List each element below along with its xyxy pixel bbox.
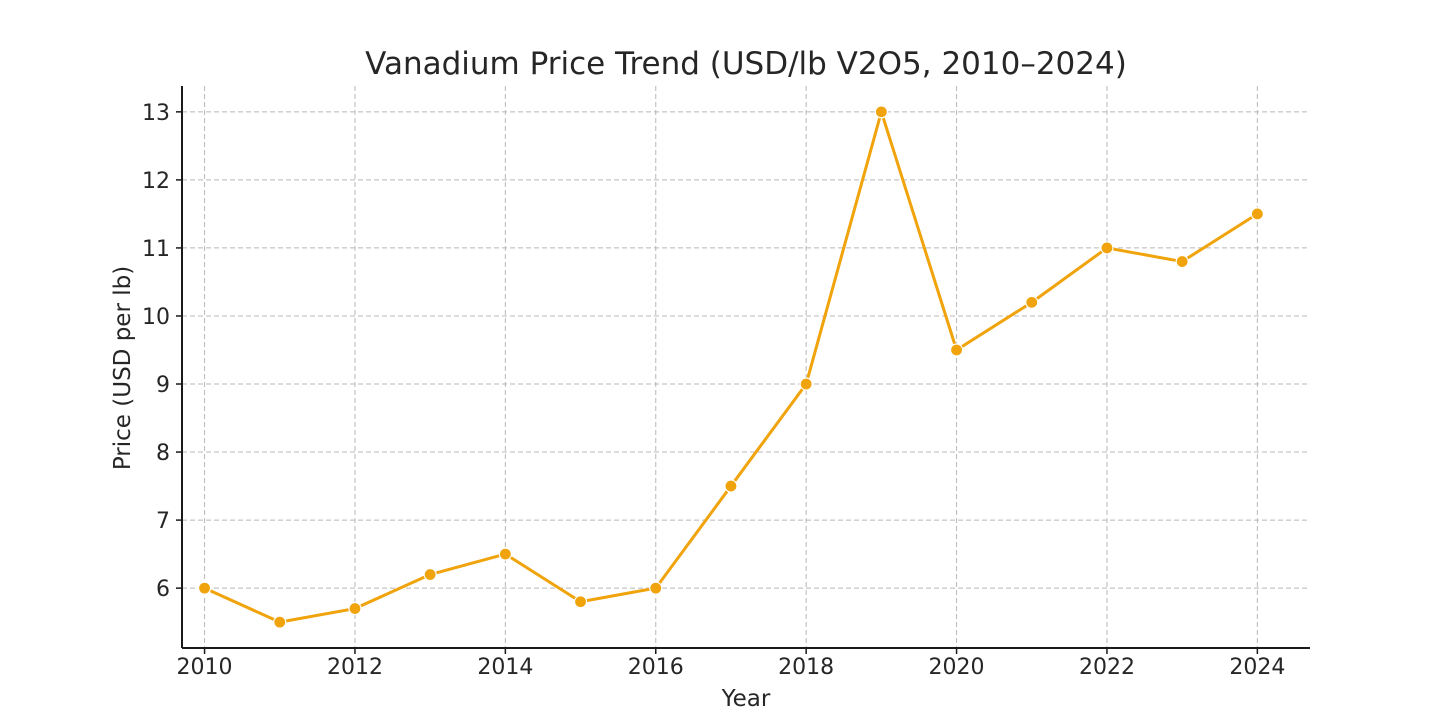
data-point (573, 595, 588, 609)
y-tick-label: 12 (142, 169, 170, 194)
y-axis-label: Price (USD per lb) (110, 266, 136, 470)
x-axis-label: Year (721, 686, 771, 712)
x-tick-label: 2014 (477, 655, 533, 680)
x-tick-label: 2024 (1229, 655, 1285, 680)
data-point (949, 343, 964, 357)
data-point (1100, 241, 1114, 255)
y-tick-label: 13 (142, 101, 170, 126)
axes (176, 86, 1310, 654)
data-point (423, 567, 437, 582)
x-tick-label: 2010 (177, 655, 233, 680)
grid (182, 86, 1310, 648)
data-point (348, 601, 362, 616)
data-point (799, 377, 813, 391)
x-tick-label: 2018 (778, 655, 834, 680)
data-point (874, 105, 888, 119)
y-tick-label: 7 (156, 509, 170, 534)
data-point (197, 581, 212, 595)
x-tick-label: 2012 (327, 655, 383, 680)
data-point (273, 615, 287, 629)
series (197, 105, 1264, 629)
y-tick-label: 11 (142, 237, 170, 262)
x-tick-label: 2020 (929, 655, 985, 680)
data-point (724, 479, 738, 493)
y-tick-label: 10 (142, 305, 170, 330)
x-tick-label: 2016 (628, 655, 684, 680)
y-tick-label: 9 (156, 373, 170, 398)
tick-labels: 2010 2012 2014 2016 2018 2020 2022 2024 6 7 8 9 10 11… (142, 101, 1285, 680)
data-point (498, 547, 512, 561)
data-point (1175, 254, 1189, 269)
data-point (1025, 295, 1039, 309)
chart-title: Vanadium Price Trend (USD/lb V2O5, 2010–… (365, 46, 1127, 82)
y-tick-label: 6 (156, 577, 170, 602)
data-point (1250, 207, 1264, 221)
data-point (649, 581, 663, 595)
y-tick-label: 8 (156, 441, 170, 466)
x-tick-label: 2022 (1079, 655, 1135, 680)
